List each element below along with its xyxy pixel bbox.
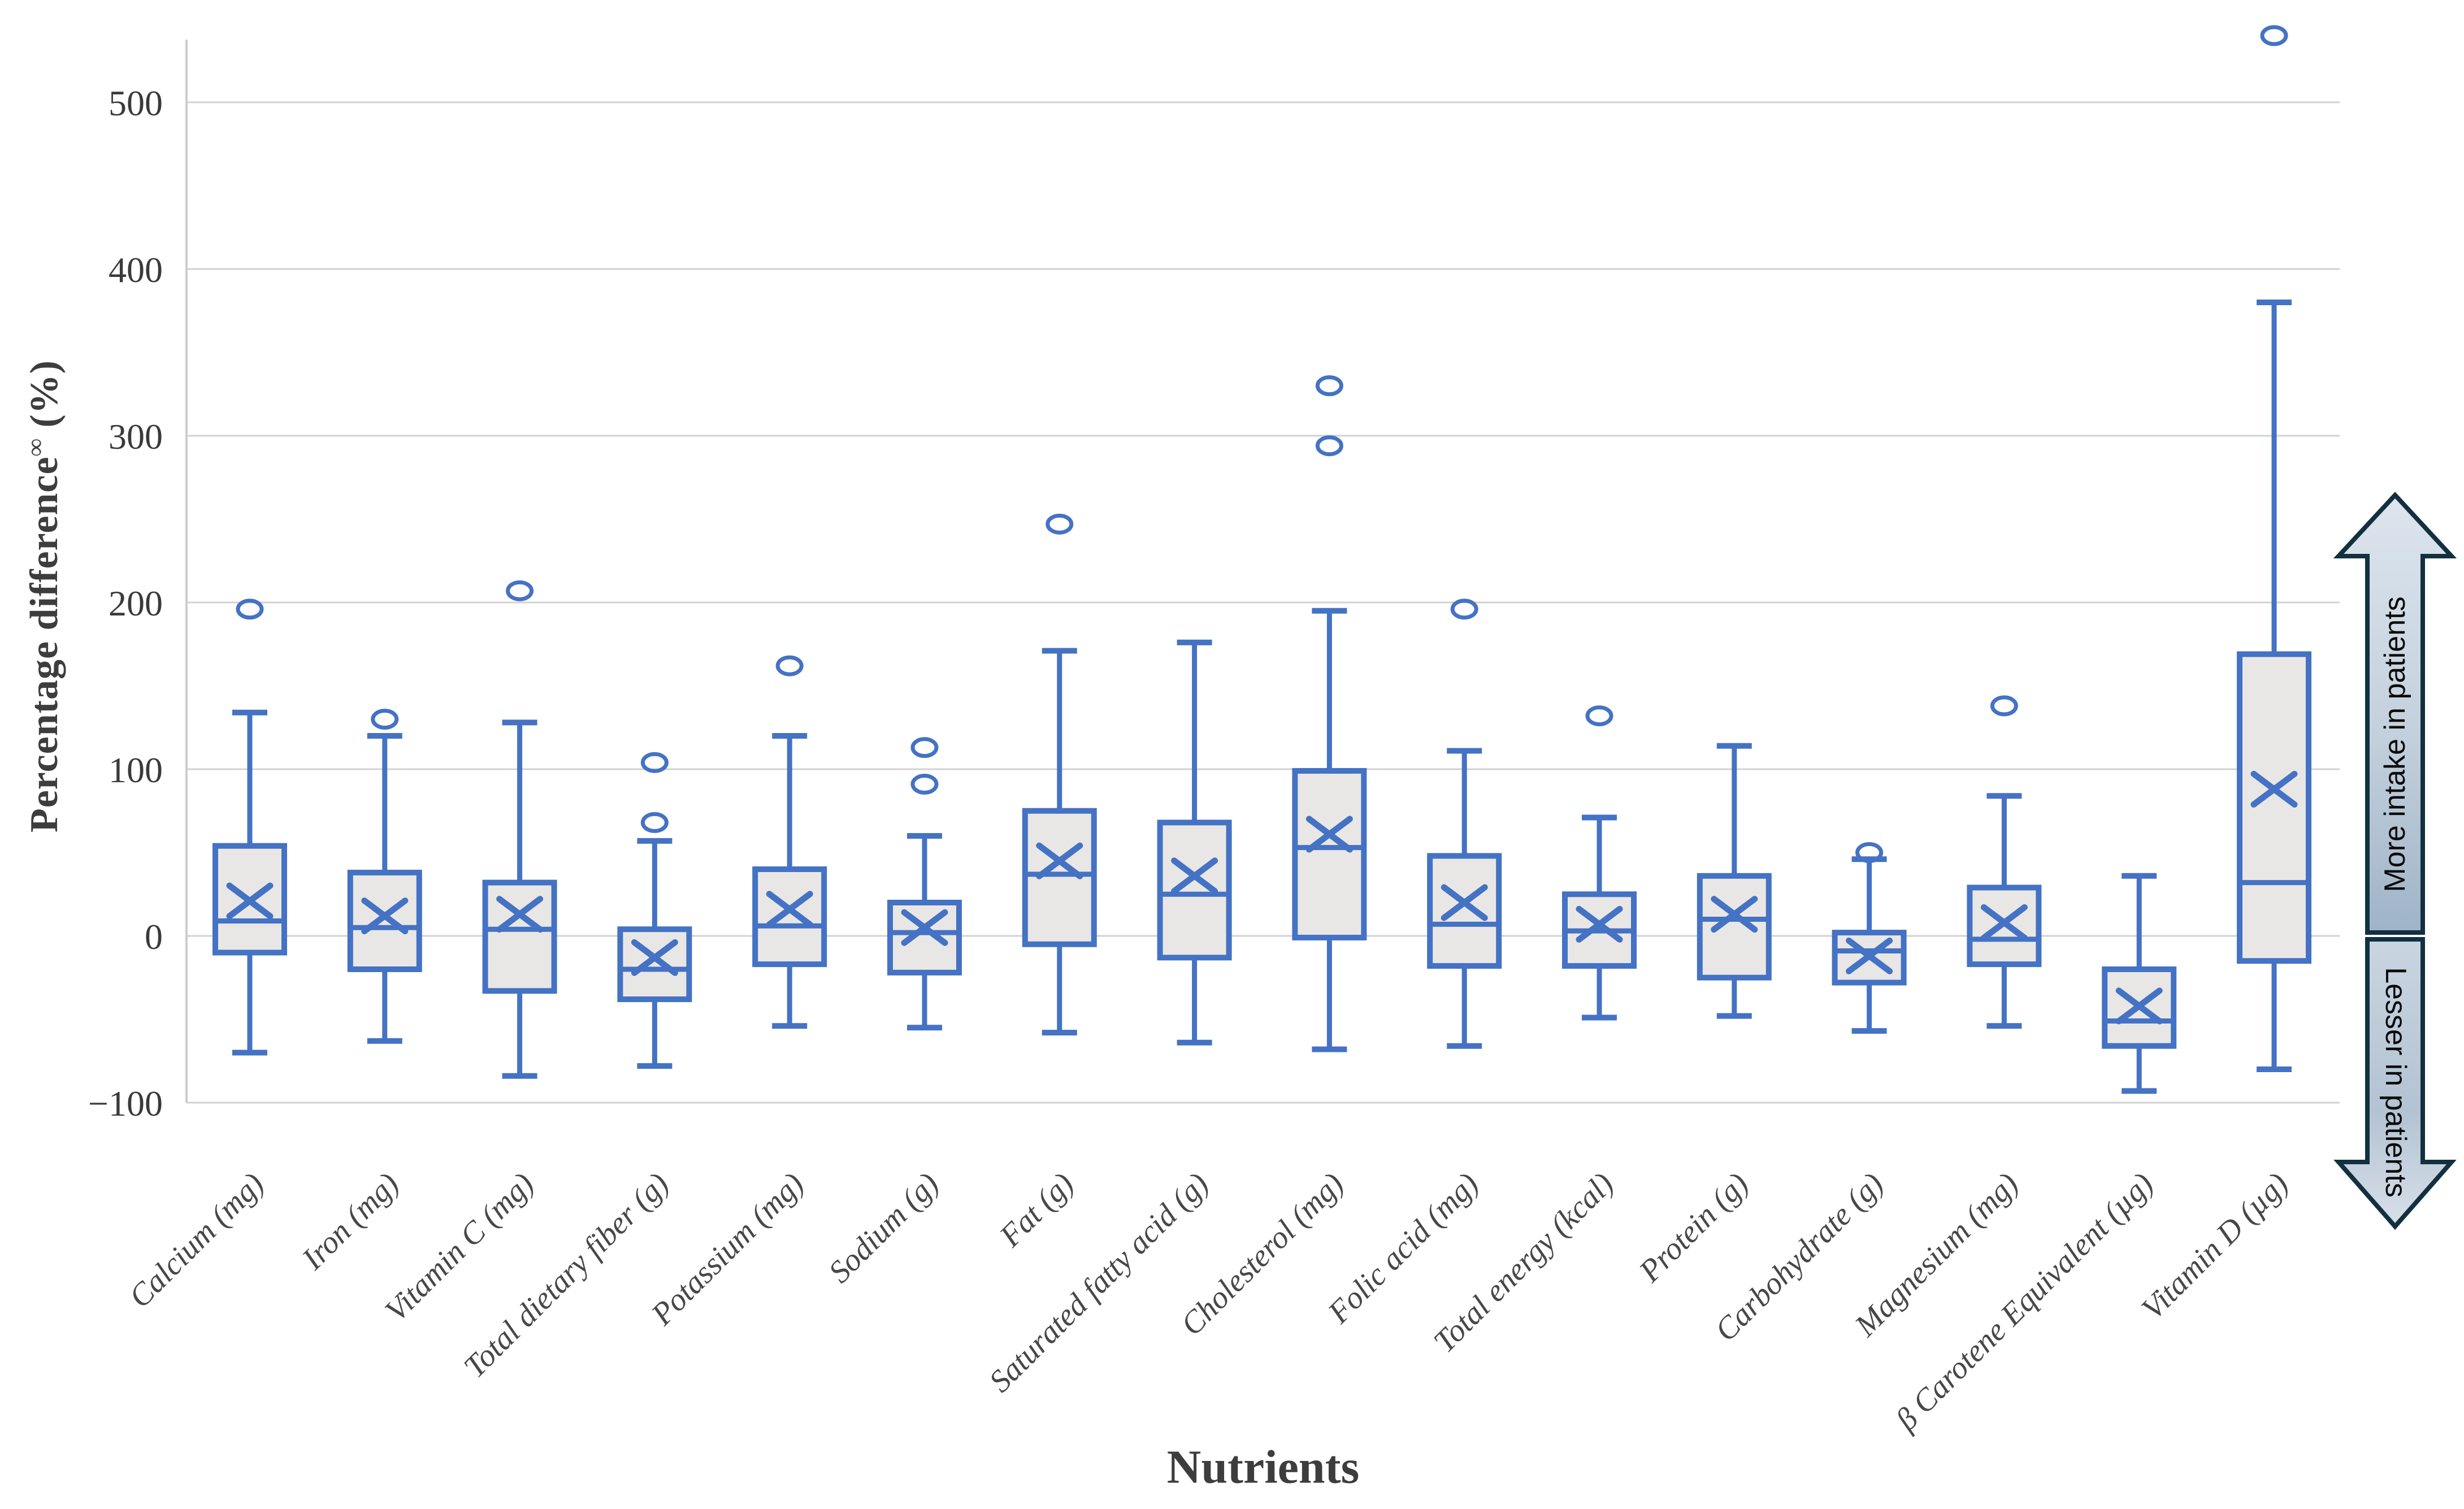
outlier-point [910,774,939,795]
mean-x-marker [1036,842,1083,879]
outlier-point [506,580,534,601]
boxplot-protein-g [1697,743,1772,1019]
y-tick-label-500: 500 [109,83,163,123]
boxplot-carbohydrate-g [1832,842,1907,1034]
outlier-point [1450,599,1478,620]
boxplot-folic-acid-mg [1427,599,1502,1049]
boxplot-fat-g [1022,513,1097,1036]
lesser-intake-arrow-icon [2333,937,2457,1230]
mean-x-marker [1576,905,1623,943]
y-tick-label-200: 200 [109,583,163,623]
y-axis-title: Percentage difference∞ (%) [21,359,67,833]
x-category-label-carotene-equivalent-g: β Carotene Equivalent (µg) [1889,1166,2160,1437]
y-tick-labels: 500 400 300 200 100 0 −100 [88,83,163,1124]
outlier-point [910,737,939,758]
iqr-box [1022,808,1097,947]
y-tick-label-300: 300 [109,417,163,457]
x-axis-title: Nutrients [1166,1441,1360,1494]
outlier-point [1315,375,1343,396]
y-axis-title-footnote-mark: ∞ [21,438,49,457]
boxplot-potassium-mg [752,655,827,1029]
x-category-labels: Calcium (mg) Iron (mg)Vitamin C (mg)Total… [122,1166,2295,1437]
x-category-label-fat-g: Fat (g) [992,1166,1081,1254]
boxplot-layer [212,25,2311,1094]
x-category-label-saturated-fatty-acid-g: Saturated fatty acid (g) [983,1166,1216,1399]
boxplot-total-dietary-fiber-g [617,752,692,1069]
mean-x-marker [1171,857,1218,895]
iqr-box [887,900,962,975]
iqr-box [1292,767,1367,940]
mean-x-marker [2250,770,2298,808]
mean-x-marker [631,939,678,976]
outlier-point [1046,513,1074,535]
boxplot-saturated-fatty-acid-g [1157,639,1232,1046]
iqr-box [347,869,422,973]
boxplot-iron-mg [347,709,422,1044]
outlier-point [775,655,804,677]
outlier-point [1855,842,1884,863]
mean-x-marker [226,882,274,920]
y-tick-label-100: 100 [109,750,163,790]
more-intake-arrow-icon [2333,492,2457,935]
boxplot-vitamin-d-g [2237,25,2311,1072]
iqr-box [752,866,827,968]
outlier-point [640,812,669,833]
mean-x-marker [901,909,948,946]
boxplot-calcium-mg [212,599,287,1056]
mean-x-marker [766,891,813,928]
outlier-point [1990,695,2018,717]
boxplot-cholesterol-mg [1292,375,1367,1052]
mean-x-marker [1711,896,1758,933]
mean-x-marker [1846,937,1893,974]
mean-x-marker [2115,987,2163,1025]
boxplot-vitamin-c-mg [482,580,557,1079]
boxplot-sodium-g [887,737,962,1031]
iqr-box [1427,853,1502,969]
x-category-label-sodium-g: Sodium (g) [822,1166,945,1290]
outlier-point [2260,25,2288,46]
mean-x-marker [361,897,409,935]
boxplot-total-energy-kcal [1562,705,1637,1021]
outlier-point [371,709,399,730]
outlier-point [640,752,669,773]
y-tick-label--100: −100 [88,1083,163,1124]
iqr-box [617,926,692,1003]
more-intake-label: More intake in patients [2379,596,2411,892]
x-category-label-protein-g: Protein (g) [1632,1166,1755,1289]
outlier-point [1315,435,1343,457]
mean-x-marker [1980,904,2028,941]
lesser-intake-label: Lesser in patients [2379,967,2412,1198]
mean-x-marker [1441,884,1488,921]
iqr-box [1157,819,1232,961]
iqr-box [2237,651,2311,964]
x-category-label-iron-mg: Iron (mg) [295,1166,406,1277]
mean-x-marker [1305,816,1353,853]
y-tick-label-400: 400 [109,250,163,290]
iqr-box [1697,873,1772,981]
mean-x-marker [496,896,544,933]
x-category-label-calcium-mg: Calcium (mg) [122,1166,271,1315]
y-tick-label-0: 0 [145,917,163,957]
iqr-box [482,879,557,994]
outlier-point [1585,705,1613,727]
boxplot-carotene-equivalent-g [2102,873,2177,1094]
intake-direction-annotation [2333,492,2457,1230]
boxplot-magnesium-mg [1967,695,2042,1029]
outlier-point [236,599,264,620]
